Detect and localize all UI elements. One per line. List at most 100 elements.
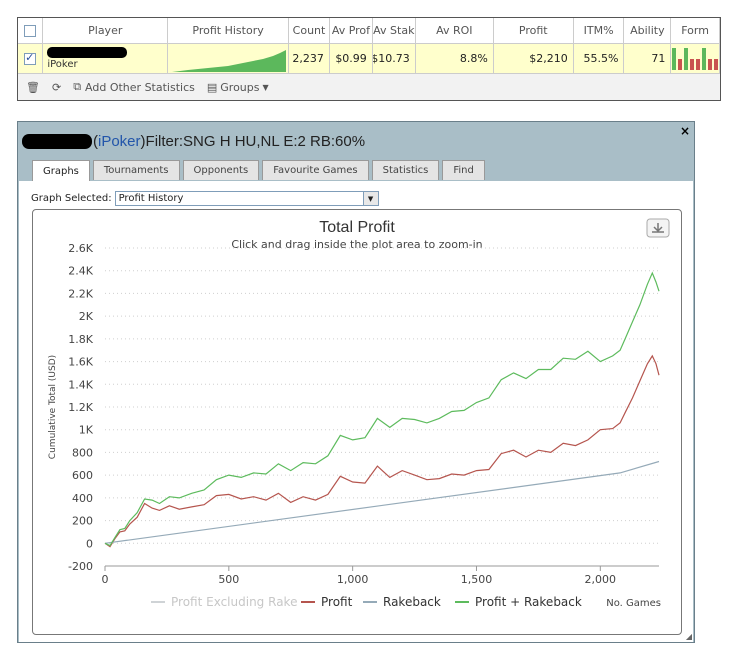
graph-selected-label: Graph Selected: — [31, 193, 112, 204]
tab-graphs[interactable]: Graphs — [32, 160, 90, 181]
tab-favourite-games[interactable]: Favourite Games — [262, 160, 369, 180]
refresh-icon[interactable]: ⟳ — [51, 80, 62, 94]
x-tick-label: 1,000 — [337, 573, 369, 586]
form-bar — [678, 58, 683, 70]
player-table: Player Profit History Count Av Prof Av S… — [17, 17, 721, 101]
tab-tournaments[interactable]: Tournaments — [92, 160, 180, 180]
add-stats-button[interactable]: ⧉ Add Other Statistics — [73, 80, 195, 94]
y-tick-label: 2.6K — [68, 242, 93, 255]
title-filter: Filter:SNG H HU,NL E:2 RB:60% — [145, 132, 366, 150]
header-profit[interactable]: Profit — [494, 18, 574, 43]
form-bar — [714, 58, 719, 70]
header-form[interactable]: Form — [671, 18, 720, 43]
table-toolbar: 🗑 ⟳ ⧉ Add Other Statistics ▤ Groups ▼ — [18, 74, 720, 100]
x-tick-label: 500 — [218, 573, 239, 586]
form-bar — [684, 47, 689, 70]
header-av-roi[interactable]: Av ROI — [416, 18, 494, 43]
y-tick-label: 2K — [79, 310, 94, 323]
header-av-profit[interactable]: Av Prof — [330, 18, 373, 43]
sparkline-svg — [172, 49, 287, 72]
header-av-stake[interactable]: Av Stak — [373, 18, 416, 43]
panel-title: (iPoker) Filter:SNG H HU,NL E:2 RB:60% — [18, 122, 694, 160]
panel-body: Graph Selected: Profit History ▼ Total P… — [19, 181, 693, 642]
header-count[interactable]: Count — [289, 18, 330, 43]
series-line-rakeback — [104, 460, 660, 544]
header-player[interactable]: Player — [43, 18, 169, 43]
chevron-down-icon[interactable]: ▼ — [362, 192, 378, 205]
table-header: Player Profit History Count Av Prof Av S… — [18, 18, 720, 44]
graph-select[interactable]: Profit History ▼ — [114, 191, 379, 206]
y-tick-label: 2.4K — [68, 265, 93, 278]
title-site: iPoker — [98, 132, 141, 150]
groups-dropdown[interactable]: ▤ Groups ▼ — [207, 81, 269, 94]
add-stats-icon: ⧉ — [73, 80, 82, 93]
legend-item[interactable]: Profit Excluding Rake — [171, 595, 297, 609]
y-tick-label: 1.8K — [68, 333, 93, 346]
y-tick-label: 1.2K — [68, 401, 93, 414]
itm-value: 55.5% — [574, 44, 625, 73]
ability-value: 71 — [624, 44, 672, 73]
player-site: iPoker — [47, 59, 78, 70]
panel-tabs: Graphs Tournaments Opponents Favourite G… — [18, 160, 694, 181]
title-close-paren: ) — [140, 132, 146, 150]
graph-selector: Graph Selected: Profit History ▼ — [31, 191, 379, 206]
groups-icon: ▤ — [206, 80, 218, 94]
graph-select-value: Profit History — [118, 193, 184, 204]
profit-history-sparkline — [168, 44, 289, 73]
x-tick-label: 0 — [102, 573, 109, 586]
resize-handle-icon[interactable]: ◢ — [685, 632, 692, 641]
y-tick-label: 2.2K — [68, 287, 93, 300]
tab-statistics[interactable]: Statistics — [371, 160, 440, 180]
add-stats-label: Add Other Statistics — [85, 80, 195, 94]
av-roi-value: 8.8% — [416, 44, 494, 73]
chart-title: Total Profit — [319, 219, 395, 236]
chevron-down-icon: ▼ — [262, 82, 269, 92]
groups-label: Groups — [220, 80, 260, 94]
chart-subtitle: Click and drag inside the plot area to z… — [231, 238, 482, 251]
y-axis-label: Cumulative Total (USD) — [48, 355, 58, 459]
y-tick-label: 800 — [72, 446, 93, 459]
count-value: 2,237 — [289, 44, 330, 73]
close-icon[interactable]: × — [679, 124, 690, 138]
player-cell[interactable]: iPoker — [43, 44, 169, 73]
legend-item[interactable]: Rakeback — [383, 595, 441, 609]
chart-container[interactable]: Total Profit Click and drag inside the pl… — [32, 209, 682, 635]
select-all-cell[interactable] — [18, 18, 44, 43]
tab-find[interactable]: Find — [442, 160, 485, 180]
y-tick-label: -200 — [68, 560, 93, 573]
row-select-cell[interactable] — [18, 44, 44, 73]
form-bar — [690, 58, 695, 70]
form-bars — [672, 47, 719, 70]
form-bar — [696, 58, 701, 70]
download-arrow-glyph — [652, 223, 664, 233]
legend-item[interactable]: Profit — [321, 595, 353, 609]
redacted-player-name — [47, 47, 128, 58]
av-stake-value: $10.73 — [373, 44, 416, 73]
profit-value: $2,210 — [494, 44, 574, 73]
title-open-paren: ( — [93, 132, 98, 150]
select-all-checkbox[interactable] — [24, 24, 37, 37]
legend-item[interactable]: Profit + Rakeback — [475, 595, 582, 609]
series-line-profit-rakeback — [104, 271, 660, 547]
tab-opponents[interactable]: Opponents — [182, 160, 260, 180]
player-detail-panel: (iPoker) Filter:SNG H HU,NL E:2 RB:60% ×… — [17, 121, 695, 643]
y-tick-label: 1K — [79, 424, 94, 437]
series-line-profit — [104, 354, 660, 548]
row-checkbox[interactable] — [24, 51, 37, 65]
header-profit-history[interactable]: Profit History — [168, 18, 290, 43]
header-itm[interactable]: ITM% — [574, 18, 625, 43]
profit-chart[interactable]: Total Profit Click and drag inside the pl… — [33, 210, 681, 634]
x-tick-label: 1,500 — [461, 573, 493, 586]
header-ability[interactable]: Ability — [624, 18, 672, 43]
y-tick-label: 600 — [72, 469, 93, 482]
form-bar — [708, 58, 713, 70]
y-tick-label: 1.4K — [68, 378, 93, 391]
table-row[interactable]: iPoker 2,237 $0.99 $10.73 8.8% $2,210 55… — [18, 44, 720, 74]
form-indicator — [671, 44, 720, 73]
y-tick-label: 200 — [72, 515, 93, 528]
trash-icon[interactable]: 🗑 — [26, 80, 40, 94]
x-axis-label: No. Games — [606, 598, 661, 609]
form-bar — [672, 47, 677, 70]
redacted-player-name — [22, 133, 92, 149]
form-bar — [702, 47, 707, 70]
